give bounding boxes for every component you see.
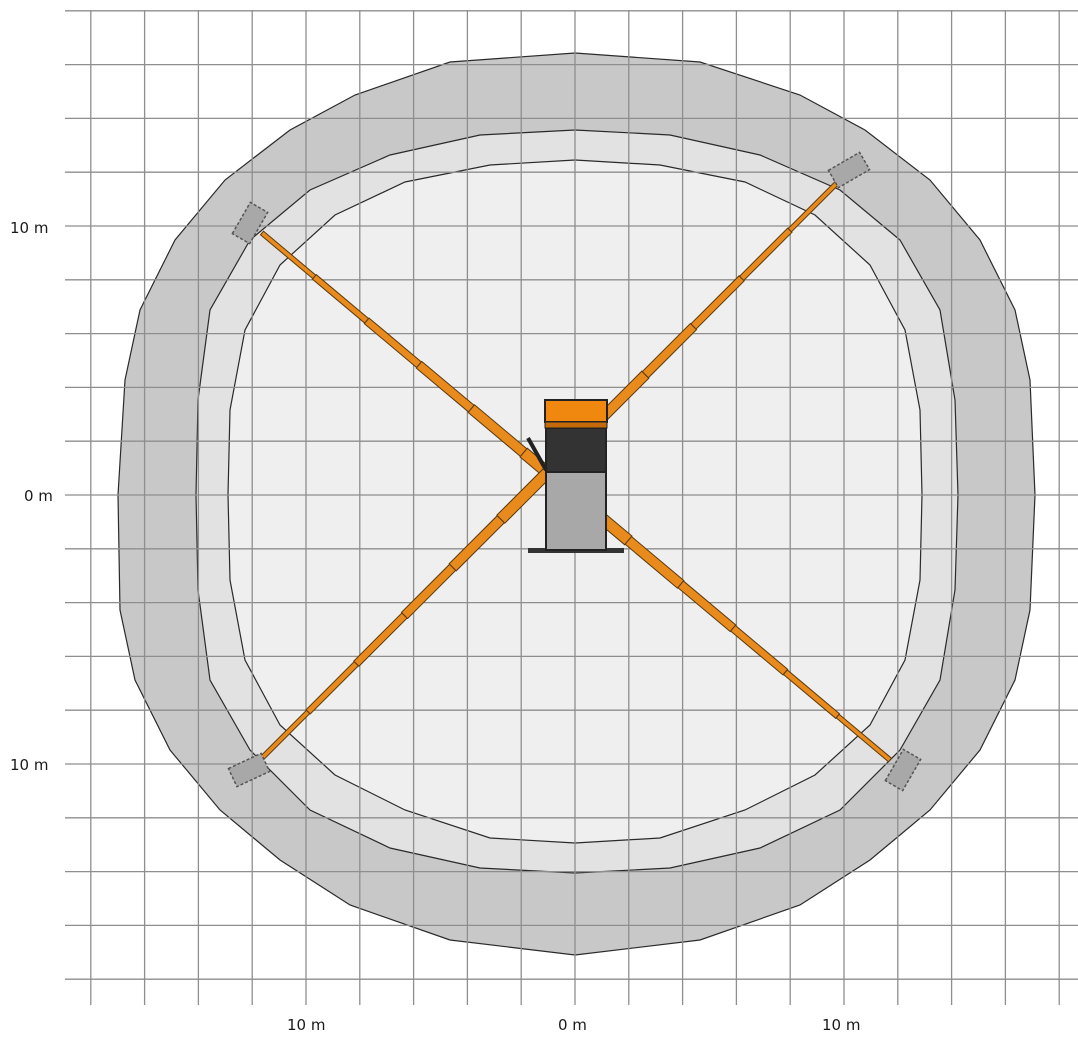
carrier-arm xyxy=(526,437,548,471)
carrier-platform xyxy=(545,469,607,551)
y-axis-labels: 10 m 0 m 10 m xyxy=(10,219,53,774)
grid xyxy=(65,10,1078,1005)
y-label-top: 10 m xyxy=(10,219,48,237)
y-label-center: 0 m xyxy=(24,487,53,505)
outrigger-pad-bottom-right xyxy=(884,748,922,792)
x-label-left: 10 m xyxy=(287,1016,325,1034)
outrigger-pad-top-left xyxy=(231,201,269,245)
x-label-center: 0 m xyxy=(558,1016,587,1034)
pad-group xyxy=(227,151,922,792)
carrier-cab xyxy=(545,427,607,473)
carrier-machine xyxy=(526,399,624,553)
boom-segment xyxy=(835,713,893,763)
outrigger-pad-top-right xyxy=(827,151,871,189)
carrier-stripe xyxy=(544,421,608,429)
outrigger-pad-bottom-left xyxy=(227,752,271,788)
x-label-right: 10 m xyxy=(822,1016,860,1034)
x-axis-labels: 10 m 0 m 10 m xyxy=(287,1016,860,1034)
carrier-top-orange xyxy=(544,399,608,423)
y-label-bottom: 10 m xyxy=(10,756,48,774)
